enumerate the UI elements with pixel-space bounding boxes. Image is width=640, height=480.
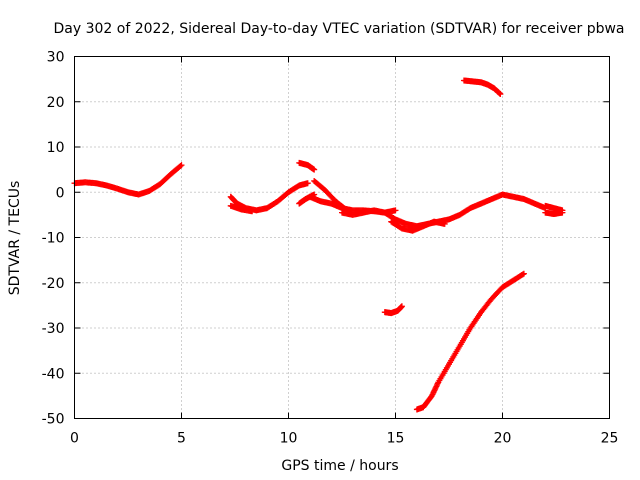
- series-arc-7: [311, 177, 348, 212]
- series-band: [416, 272, 525, 411]
- series-arc-1: [71, 162, 185, 198]
- y-tick-label: -30: [42, 321, 65, 337]
- series-band: [390, 220, 446, 232]
- x-tick-label: 20: [494, 431, 512, 447]
- series-group: [71, 77, 566, 413]
- chart-title: Day 302 of 2022, Sidereal Day-to-day VTE…: [53, 21, 624, 37]
- series-arc-13: [381, 303, 405, 317]
- series-arc-11: [542, 209, 566, 217]
- y-tick-labels: -50 -40 -30 -20 -10 0 10 20 30: [42, 50, 65, 428]
- x-tick-label: 25: [601, 431, 619, 447]
- series-band: [229, 205, 253, 213]
- x-tick-label: 10: [280, 431, 298, 447]
- x-tick-label: 5: [177, 431, 186, 447]
- y-tick-label: -20: [42, 276, 65, 292]
- series-band: [73, 164, 183, 196]
- y-tick-label: -50: [42, 412, 65, 428]
- plot-frame: [74, 56, 610, 419]
- x-tick-label: 15: [387, 431, 405, 447]
- series-band: [463, 79, 502, 95]
- x-tick-label: 0: [70, 431, 79, 447]
- y-tick-label: 0: [56, 185, 65, 201]
- series-arc-5: [296, 159, 318, 173]
- series-band: [229, 182, 309, 212]
- y-tick-label: -40: [42, 366, 65, 382]
- y-tick-label: 30: [47, 50, 65, 66]
- y-tick-label: 20: [47, 95, 65, 111]
- series-band: [298, 162, 315, 171]
- y-tick-label: -10: [42, 231, 65, 247]
- x-tick-labels: 0 5 10 15 20 25: [70, 431, 618, 447]
- series-arc-14: [413, 270, 527, 413]
- x-axis-label: GPS time / hours: [281, 458, 398, 474]
- series-arc-3: [227, 202, 256, 215]
- y-tick-label: 10: [47, 140, 65, 156]
- series-band: [544, 211, 564, 215]
- series-band: [384, 305, 403, 314]
- y-axis-label: SDTVAR / TECUs: [7, 181, 23, 296]
- series-arc-12: [460, 77, 504, 98]
- series-arc-8: [339, 207, 399, 218]
- series-band: [313, 180, 345, 209]
- grid: [74, 56, 610, 419]
- series-arc-9: [388, 218, 448, 234]
- series-band: [341, 209, 397, 216]
- series-band: [544, 205, 564, 212]
